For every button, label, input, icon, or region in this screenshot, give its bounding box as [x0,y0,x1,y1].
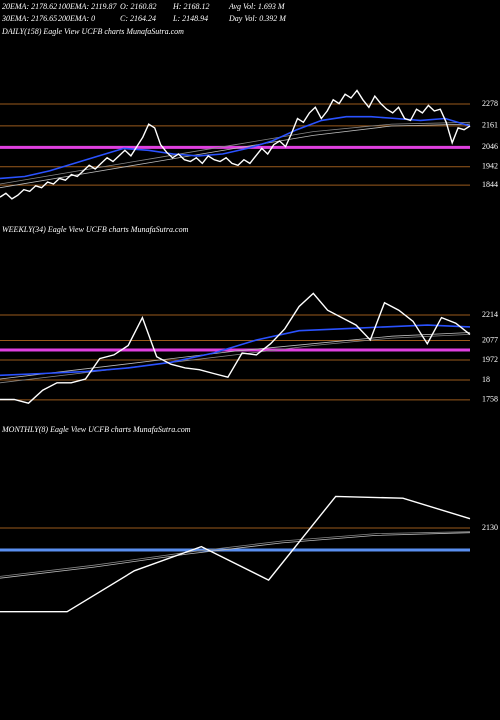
header-item: L: 2148.94 [172,14,208,23]
header-item: Day Vol: 0.392 M [228,14,287,23]
price-line [0,531,471,577]
price-line [0,332,471,380]
header-item: 20EMA: 2178.62 [2,2,57,11]
header-item: H: 2168.12 [172,2,209,11]
price-line [0,123,471,189]
level-label: 2077 [482,335,498,344]
header-item: 100EMA: 2119.87 [58,2,118,11]
price-line [0,324,471,377]
header-item: 30EMA: 2176.65 [1,14,57,23]
price-line [0,292,471,404]
panel-title: MONTHLY(8) Eagle View UCFB charts Munafa… [1,425,191,434]
level-label: 2130 [482,523,498,532]
price-line [0,115,471,180]
level-label: 2161 [482,121,498,130]
level-label: 2214 [482,310,498,319]
level-label: 1972 [482,355,498,364]
price-line [0,89,471,200]
header-item: O: 2160.82 [120,2,156,11]
level-label: 1758 [482,395,498,404]
price-line [0,532,471,579]
level-label: 2278 [482,99,498,108]
level-label: 1844 [482,180,498,189]
header-item: C: 2164.24 [120,14,156,23]
level-label: 1942 [482,162,498,171]
level-label: 2046 [482,142,498,151]
header-item: 200EMA: 0 [58,14,95,23]
level-label: 18 [482,375,490,384]
panel-title: DAILY(158) Eagle View UCFB charts Munafa… [1,27,184,36]
price-line [0,334,471,384]
header-item: Avg Vol: 1.693 M [228,2,286,11]
price-line [0,495,471,613]
price-line [0,121,471,185]
panel-title: WEEKLY(34) Eagle View UCFB charts Munafa… [2,225,189,234]
